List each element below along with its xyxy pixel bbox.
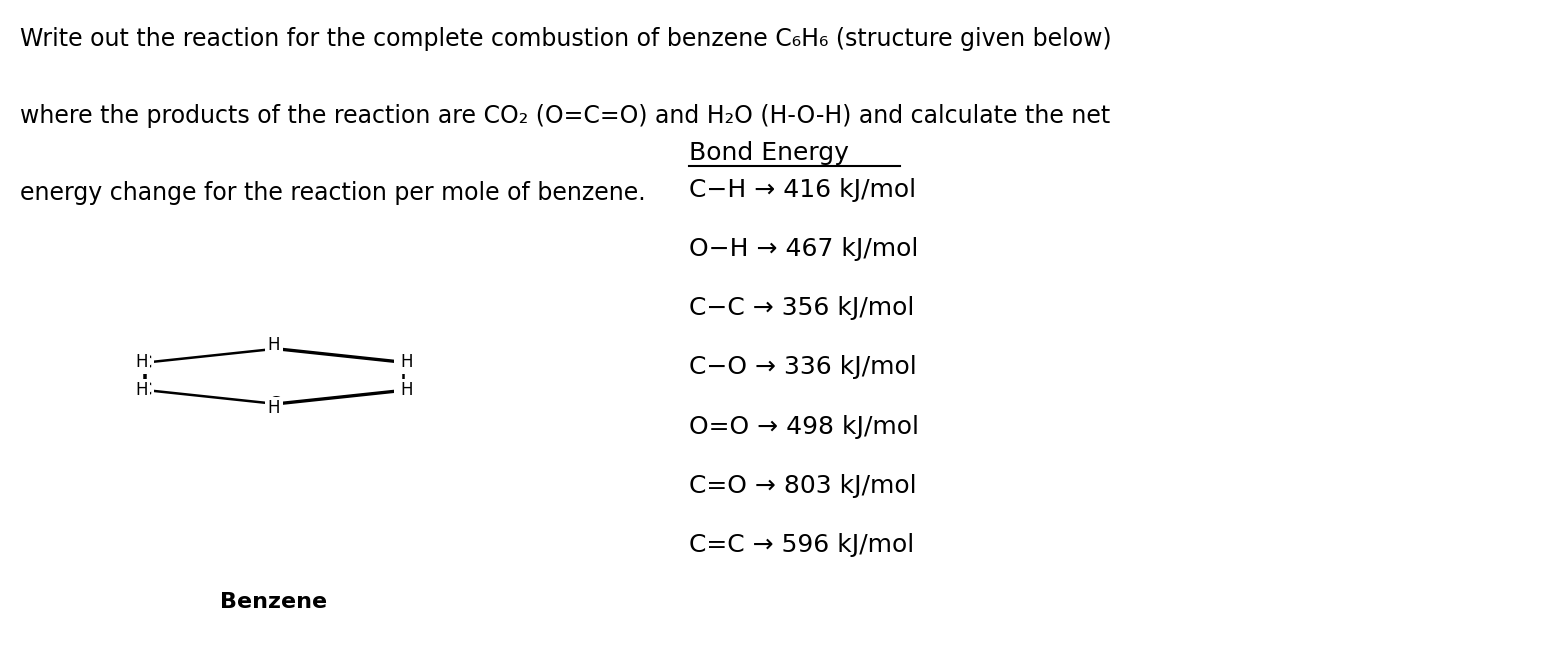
Text: H: H	[401, 382, 413, 399]
Text: C: C	[396, 381, 409, 399]
Text: C=O → 803 kJ/mol: C=O → 803 kJ/mol	[689, 474, 916, 498]
Text: C: C	[139, 353, 152, 372]
Text: C−H → 416 kJ/mol: C−H → 416 kJ/mol	[689, 178, 916, 202]
Text: H: H	[401, 353, 413, 371]
Text: H: H	[135, 382, 147, 399]
Text: C=C → 596 kJ/mol: C=C → 596 kJ/mol	[689, 533, 915, 557]
Text: O−H → 467 kJ/mol: O−H → 467 kJ/mol	[689, 237, 918, 261]
Text: Bond Energy: Bond Energy	[689, 141, 849, 165]
Text: where the products of the reaction are CO₂ (O=C=O) and H₂O (H-O-H) and calculate: where the products of the reaction are C…	[20, 104, 1110, 128]
Text: C−O → 336 kJ/mol: C−O → 336 kJ/mol	[689, 355, 916, 380]
Text: C: C	[396, 353, 409, 372]
Text: Write out the reaction for the complete combustion of benzene C₆H₆ (structure gi: Write out the reaction for the complete …	[20, 27, 1112, 51]
Text: C: C	[268, 340, 280, 358]
Text: C−C → 356 kJ/mol: C−C → 356 kJ/mol	[689, 296, 915, 321]
Text: energy change for the reaction per mole of benzene.: energy change for the reaction per mole …	[20, 181, 647, 206]
Text: H: H	[268, 398, 280, 417]
Text: C: C	[139, 381, 152, 399]
Text: H: H	[135, 353, 147, 371]
Text: H: H	[268, 336, 280, 354]
Text: Benzene: Benzene	[221, 591, 327, 612]
Text: O=O → 498 kJ/mol: O=O → 498 kJ/mol	[689, 415, 919, 439]
Text: C: C	[268, 394, 280, 413]
